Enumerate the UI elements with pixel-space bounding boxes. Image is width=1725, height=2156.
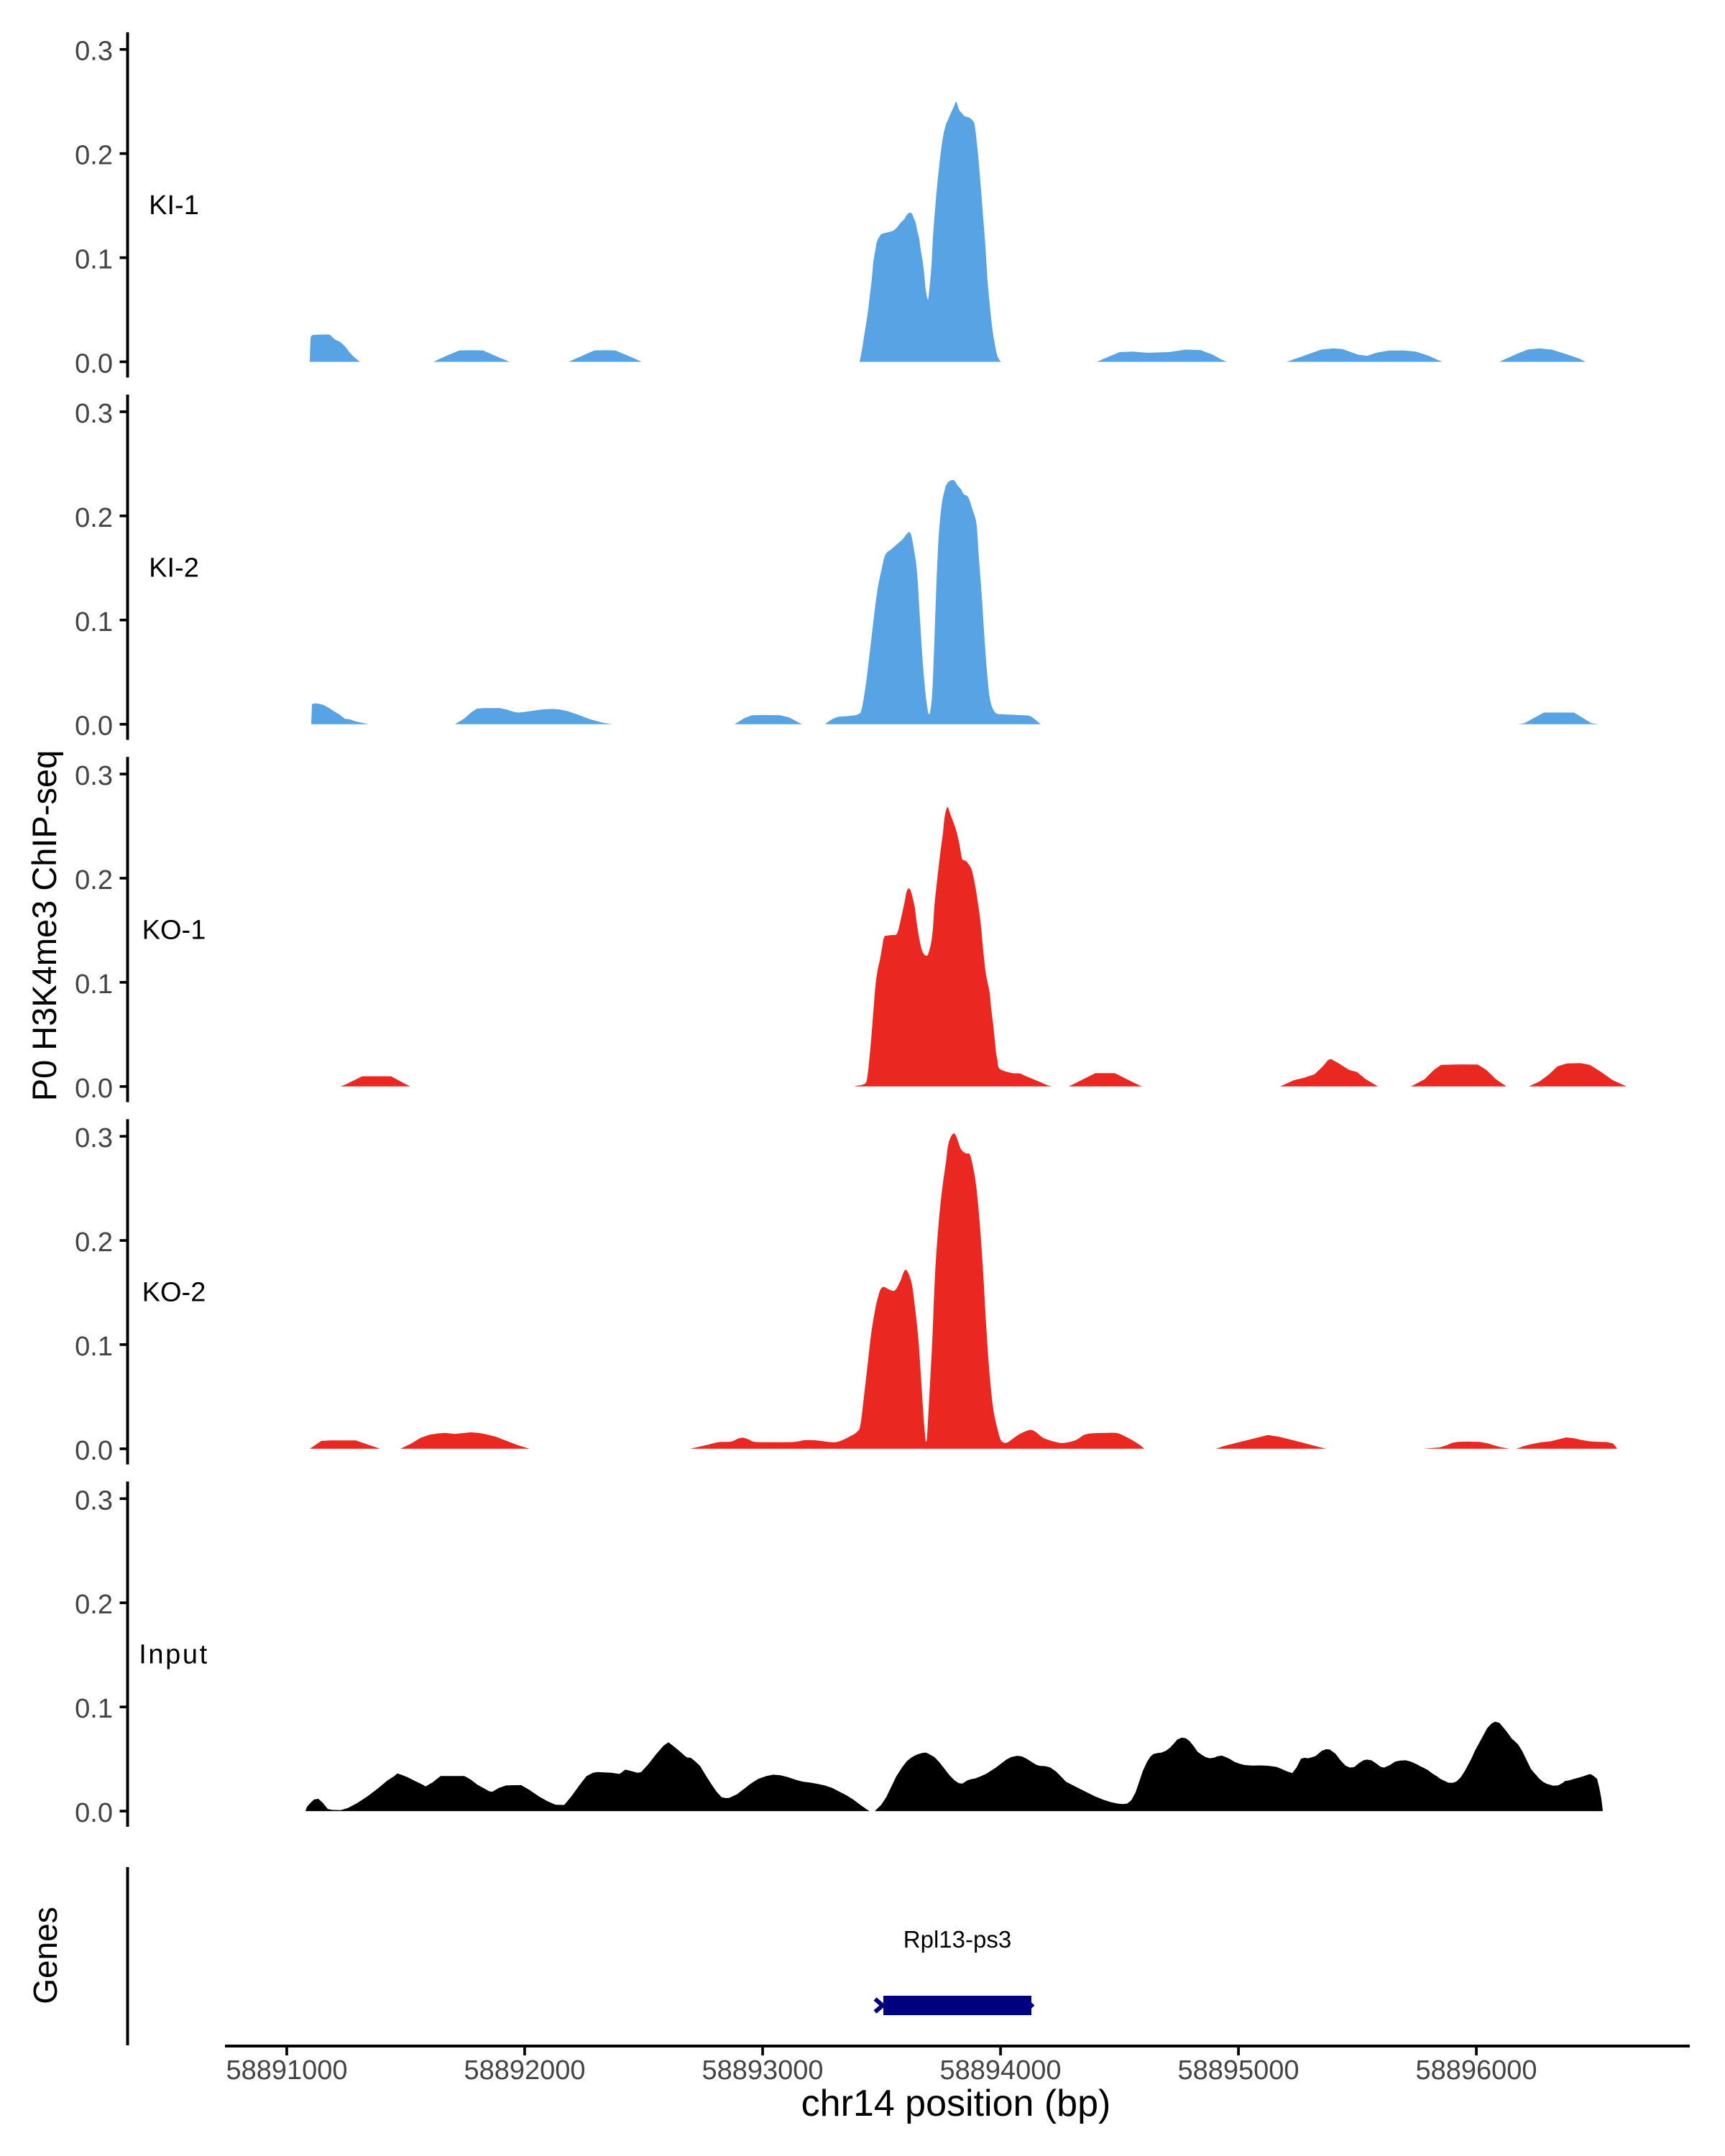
svg-text:0.3: 0.3 xyxy=(75,1123,113,1153)
svg-text:0.1: 0.1 xyxy=(75,1694,113,1724)
svg-text:0.0: 0.0 xyxy=(75,1436,113,1466)
svg-text:0.2: 0.2 xyxy=(75,865,113,895)
svg-text:Rpl13-ps3: Rpl13-ps3 xyxy=(903,1926,1011,1953)
svg-text:0.2: 0.2 xyxy=(75,141,113,171)
svg-text:KO-1: KO-1 xyxy=(142,915,206,945)
svg-text:0.0: 0.0 xyxy=(75,1074,113,1104)
svg-text:0.2: 0.2 xyxy=(75,1590,113,1620)
svg-text:58893000: 58893000 xyxy=(702,2055,823,2086)
svg-text:Input: Input xyxy=(139,1640,209,1670)
svg-text:0.0: 0.0 xyxy=(75,349,113,379)
svg-text:0.3: 0.3 xyxy=(75,761,113,791)
svg-text:0.0: 0.0 xyxy=(75,711,113,742)
svg-text:0.0: 0.0 xyxy=(75,1798,113,1828)
svg-text:P0 H3K4me3 ChIP-seq: P0 H3K4me3 ChIP-seq xyxy=(25,750,63,1102)
svg-text:58894000: 58894000 xyxy=(939,2055,1061,2086)
svg-text:0.3: 0.3 xyxy=(75,399,113,429)
svg-text:KI-1: KI-1 xyxy=(149,190,199,221)
svg-text:0.1: 0.1 xyxy=(75,607,113,637)
svg-text:58896000: 58896000 xyxy=(1415,2055,1537,2086)
svg-text:0.2: 0.2 xyxy=(75,503,113,533)
svg-text:Genes: Genes xyxy=(27,1907,64,2004)
svg-text:0.1: 0.1 xyxy=(75,1332,113,1362)
svg-text:KI-2: KI-2 xyxy=(149,553,199,583)
svg-text:0.3: 0.3 xyxy=(75,37,113,67)
svg-text:58891000: 58891000 xyxy=(226,2055,347,2086)
svg-text:chr14 position (bp): chr14 position (bp) xyxy=(801,2083,1111,2124)
svg-text:0.1: 0.1 xyxy=(75,969,113,1000)
svg-text:0.3: 0.3 xyxy=(75,1485,113,1516)
svg-text:KO-2: KO-2 xyxy=(142,1278,206,1308)
svg-text:0.2: 0.2 xyxy=(75,1227,113,1258)
svg-text:58895000: 58895000 xyxy=(1177,2055,1299,2086)
svg-text:0.1: 0.1 xyxy=(75,245,113,275)
svg-text:58892000: 58892000 xyxy=(464,2055,585,2086)
